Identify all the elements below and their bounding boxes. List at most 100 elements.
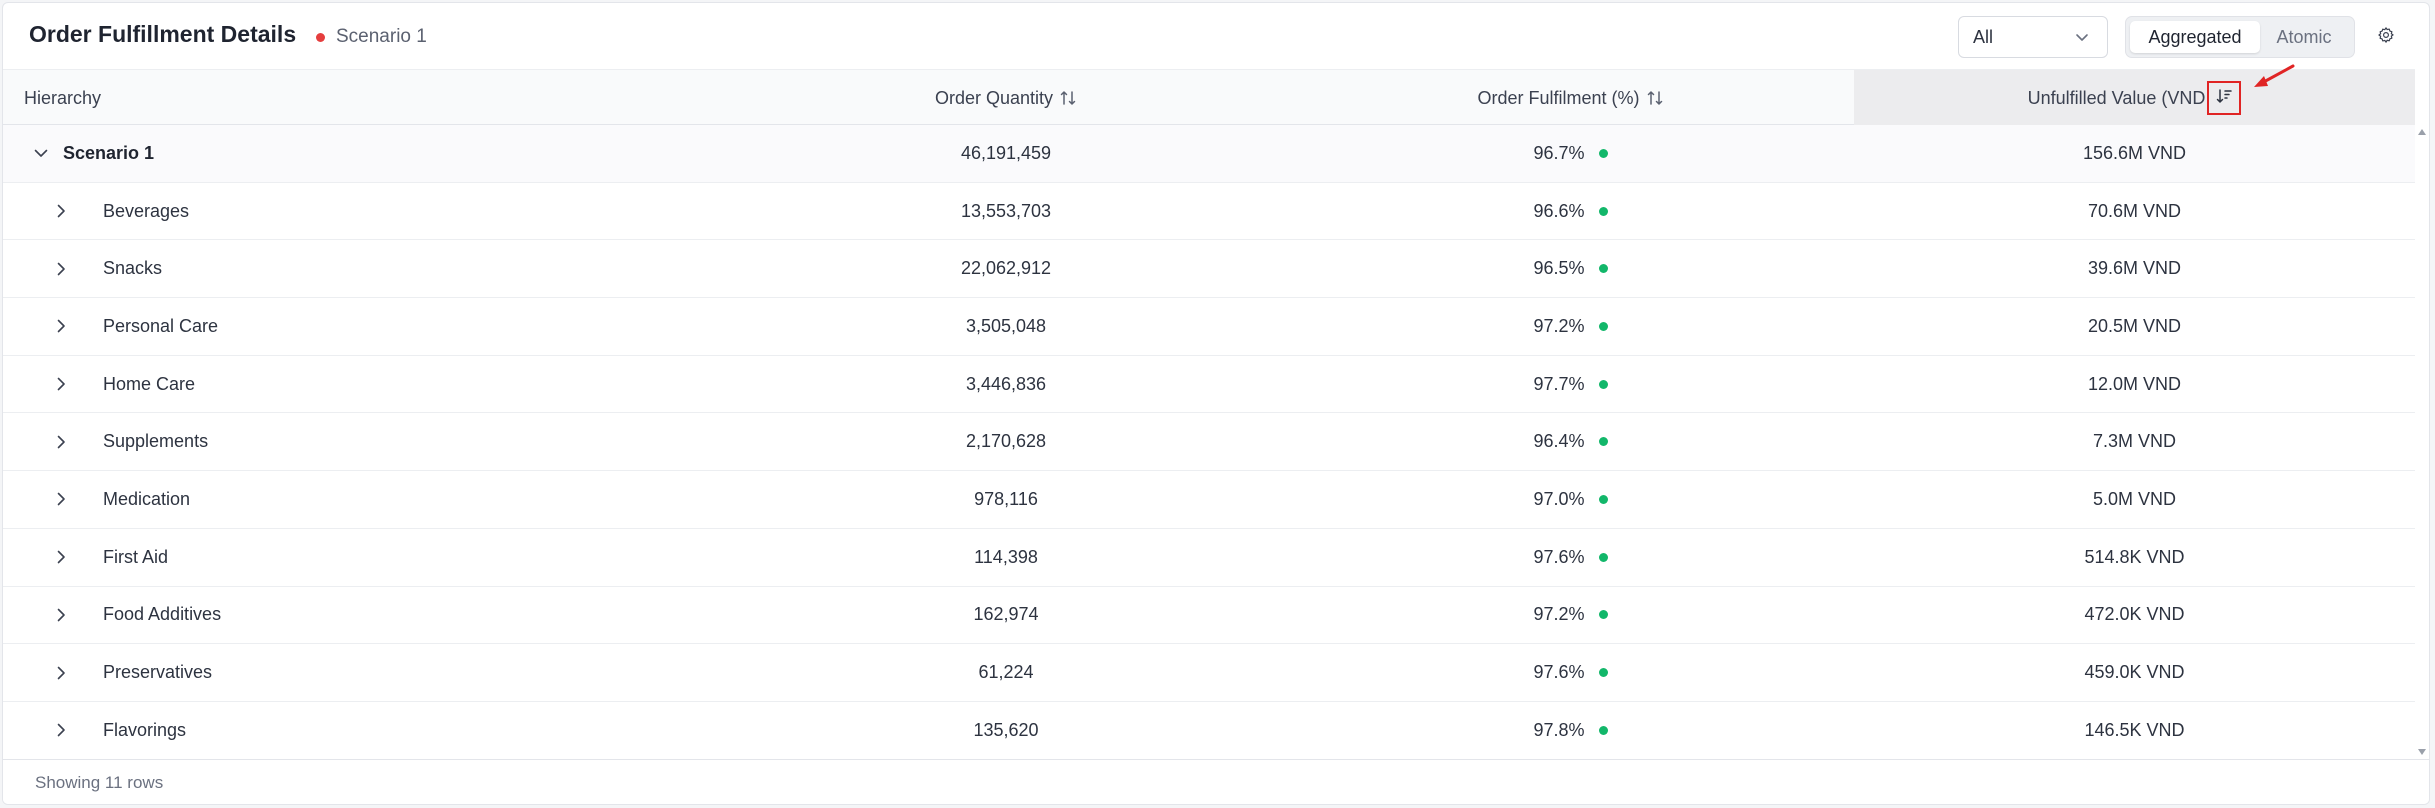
chevron-right-icon[interactable] — [49, 718, 73, 742]
fulfilment-value: 96.4% — [1533, 431, 1585, 452]
hierarchy-cell: First Aid — [3, 529, 725, 586]
status-dot — [1598, 206, 1608, 216]
fulfilment-value: 97.7% — [1533, 373, 1585, 394]
annotation-arrow-icon — [2254, 64, 2295, 87]
chevron-down-icon — [2071, 26, 2093, 48]
fulfilment-cell: 97.2% — [1287, 587, 1854, 644]
column-header-label: Unfulfilled Value (VND — [2027, 87, 2206, 108]
row-label: Beverages — [103, 200, 190, 221]
fulfilment-value: 97.8% — [1533, 719, 1585, 740]
hierarchy-cell: Beverages — [3, 183, 725, 240]
table-row[interactable]: Supplements 2,170,628 96.4% 7.3M VND — [3, 413, 2415, 472]
table-row[interactable]: Preservatives 61,224 97.6% 459.0K VND — [3, 644, 2415, 702]
unfulfilled-value-cell: 5.0M VND — [2092, 488, 2177, 509]
sort-descending-button[interactable] — [2207, 81, 2242, 115]
row-label: Scenario 1 — [63, 142, 155, 163]
quantity-cell: 61,224 — [978, 662, 1034, 683]
chevron-down-icon[interactable] — [29, 141, 53, 165]
chevron-right-icon[interactable] — [49, 661, 73, 685]
chevron-right-icon[interactable] — [49, 603, 73, 627]
row-label: Medication — [103, 488, 191, 509]
chevron-right-icon[interactable] — [49, 545, 73, 569]
row-label: Personal Care — [103, 315, 219, 336]
hierarchy-cell: Supplements — [3, 413, 725, 470]
fulfilment-value: 97.2% — [1533, 604, 1585, 625]
fulfilment-cell: 97.2% — [1287, 298, 1854, 355]
fulfillment-table: Hierarchy Order Quantity Order Fulfilmen… — [3, 69, 2415, 760]
view-mode-toggle: Aggregated Atomic — [2125, 16, 2355, 58]
fulfilment-cell: 96.6% — [1287, 183, 1854, 240]
fulfilment-value: 97.6% — [1533, 546, 1585, 567]
unfulfilled-value-cell: 146.5K VND — [2084, 719, 2185, 740]
fulfilment-cell: 96.7% — [1287, 125, 1854, 182]
sort-both-icon[interactable] — [1059, 89, 1077, 107]
hierarchy-cell: Preservatives — [3, 644, 725, 701]
column-header-label: Hierarchy — [24, 87, 102, 108]
chevron-right-icon[interactable] — [49, 487, 73, 511]
settings-button[interactable] — [2373, 24, 2399, 50]
chevron-right-icon[interactable] — [49, 257, 73, 281]
column-header-unfulfilled-value[interactable]: Unfulfilled Value (VND — [1854, 70, 2415, 126]
fulfilment-value: 96.7% — [1533, 142, 1585, 163]
column-header-order-quantity[interactable]: Order Quantity — [725, 70, 1287, 126]
fulfilment-value: 97.2% — [1533, 315, 1585, 336]
column-header-hierarchy: Hierarchy — [24, 70, 101, 126]
table-row[interactable]: First Aid 114,398 97.6% 514.8K VND — [3, 528, 2415, 587]
hierarchy-cell: Flavorings — [3, 702, 725, 759]
fulfilment-cell: 97.0% — [1287, 471, 1854, 528]
filter-select[interactable]: All — [1958, 16, 2108, 58]
chevron-right-icon[interactable] — [49, 199, 73, 223]
toggle-atomic[interactable]: Atomic — [2276, 26, 2332, 47]
quantity-cell: 978,116 — [974, 488, 1038, 509]
unfulfilled-value-cell: 7.3M VND — [2092, 431, 2177, 452]
scenario-status-dot — [316, 32, 325, 42]
scroll-up-icon[interactable] — [2418, 129, 2426, 135]
status-dot — [1598, 264, 1608, 274]
row-label: Home Care — [103, 373, 196, 394]
table-footer: Showing 11 rows — [3, 759, 2429, 804]
table-row[interactable]: Flavorings 135,620 97.8% 146.5K VND — [3, 701, 2415, 760]
unfulfilled-value-cell: 12.0M VND — [2087, 373, 2182, 394]
chevron-right-icon[interactable] — [49, 314, 73, 338]
status-dot — [1598, 379, 1608, 389]
scroll-down-icon[interactable] — [2418, 749, 2426, 755]
status-dot — [1598, 494, 1608, 504]
fulfilment-cell: 97.8% — [1287, 702, 1854, 759]
fulfilment-cell: 96.4% — [1287, 413, 1854, 470]
filter-select-value: All — [1973, 26, 1994, 47]
table-row[interactable]: Medication 978,116 97.0% 5.0M VND — [3, 471, 2415, 529]
status-dot — [1598, 321, 1608, 331]
page-title: Order Fulfillment Details — [29, 21, 297, 47]
column-header-label: Order Quantity — [934, 87, 1054, 108]
quantity-cell: 46,191,459 — [960, 142, 1052, 163]
table-row[interactable]: Snacks 22,062,912 96.5% 39.6M VND — [3, 240, 2415, 299]
quantity-cell: 3,446,836 — [965, 373, 1047, 394]
status-dot — [1598, 437, 1608, 447]
fulfilment-cell: 97.7% — [1287, 356, 1854, 413]
chevron-right-icon[interactable] — [49, 372, 73, 396]
row-count-text: Showing 11 rows — [35, 773, 164, 792]
scenario-badge: Scenario 1 — [316, 25, 427, 49]
vertical-scrollbar[interactable] — [2415, 125, 2429, 759]
unfulfilled-value-cell: 156.6M VND — [2082, 142, 2187, 163]
column-header-order-fulfilment[interactable]: Order Fulfilment (%) — [1287, 70, 1854, 126]
sort-descending-icon — [2215, 87, 2233, 110]
fulfilment-value: 97.0% — [1533, 488, 1585, 509]
unfulfilled-value-cell: 70.6M VND — [2087, 200, 2182, 221]
table-row[interactable]: Beverages 13,553,703 96.6% 70.6M VND — [3, 182, 2415, 241]
quantity-cell: 22,062,912 — [960, 258, 1052, 279]
table-row[interactable]: Personal Care 3,505,048 97.2% 20.5M VND — [3, 298, 2415, 356]
fulfilment-value: 97.6% — [1533, 662, 1585, 683]
toggle-aggregated[interactable]: Aggregated — [2130, 21, 2260, 53]
table-row[interactable]: Home Care 3,446,836 97.7% 12.0M VND — [3, 355, 2415, 414]
chevron-right-icon[interactable] — [49, 430, 73, 454]
sort-both-icon[interactable] — [1646, 89, 1664, 107]
quantity-cell: 2,170,628 — [965, 431, 1047, 452]
scenario-label: Scenario 1 — [336, 26, 427, 47]
table-row-scenario[interactable]: Scenario 1 46,191,459 96.7% 156.6M VND — [3, 125, 2415, 183]
row-label: Flavorings — [103, 719, 187, 740]
status-dot — [1598, 148, 1608, 158]
quantity-cell: 135,620 — [973, 719, 1039, 740]
table-row[interactable]: Food Additives 162,974 97.2% 472.0K VND — [3, 586, 2415, 645]
